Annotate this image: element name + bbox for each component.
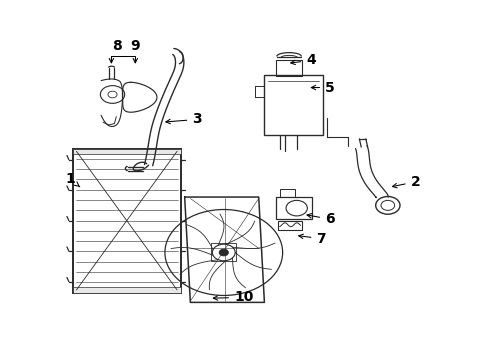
Text: 4: 4 bbox=[291, 53, 316, 67]
Bar bbox=[276, 197, 312, 219]
Text: 5: 5 bbox=[311, 81, 335, 95]
Text: 7: 7 bbox=[299, 231, 326, 246]
Bar bbox=[278, 221, 302, 230]
Text: 10: 10 bbox=[213, 291, 253, 305]
Bar bbox=[265, 75, 323, 135]
Bar bbox=[73, 287, 181, 293]
Bar bbox=[211, 243, 236, 261]
Text: 8: 8 bbox=[113, 39, 122, 53]
Bar bbox=[276, 60, 302, 76]
Text: 9: 9 bbox=[130, 39, 140, 53]
Text: 6: 6 bbox=[307, 212, 335, 226]
Bar bbox=[73, 149, 181, 293]
Bar bbox=[73, 149, 181, 154]
Text: 1: 1 bbox=[65, 172, 80, 187]
Bar bbox=[280, 189, 295, 197]
Text: 2: 2 bbox=[392, 175, 420, 189]
Circle shape bbox=[219, 249, 228, 256]
Text: 3: 3 bbox=[166, 112, 202, 126]
